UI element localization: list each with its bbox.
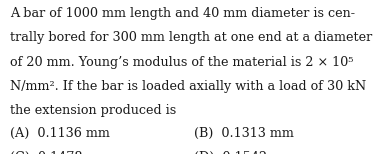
Text: (D)  0.1542 mm: (D) 0.1542 mm (194, 150, 295, 154)
Text: of 20 mm. Young’s modulus of the material is 2 × 10⁵: of 20 mm. Young’s modulus of the materia… (10, 56, 353, 69)
Text: the extension produced is: the extension produced is (10, 104, 176, 117)
Text: N/mm². If the bar is loaded axially with a load of 30 kN: N/mm². If the bar is loaded axially with… (10, 80, 366, 93)
Text: (C)  0.1478 mm: (C) 0.1478 mm (10, 150, 110, 154)
Text: A bar of 1000 mm length and 40 mm diameter is cen-: A bar of 1000 mm length and 40 mm diamet… (10, 7, 354, 20)
Text: (B)  0.1313 mm: (B) 0.1313 mm (194, 127, 293, 140)
Text: trally bored for 300 mm length at one end at a diameter: trally bored for 300 mm length at one en… (10, 31, 372, 44)
Text: (A)  0.1136 mm: (A) 0.1136 mm (10, 127, 110, 140)
